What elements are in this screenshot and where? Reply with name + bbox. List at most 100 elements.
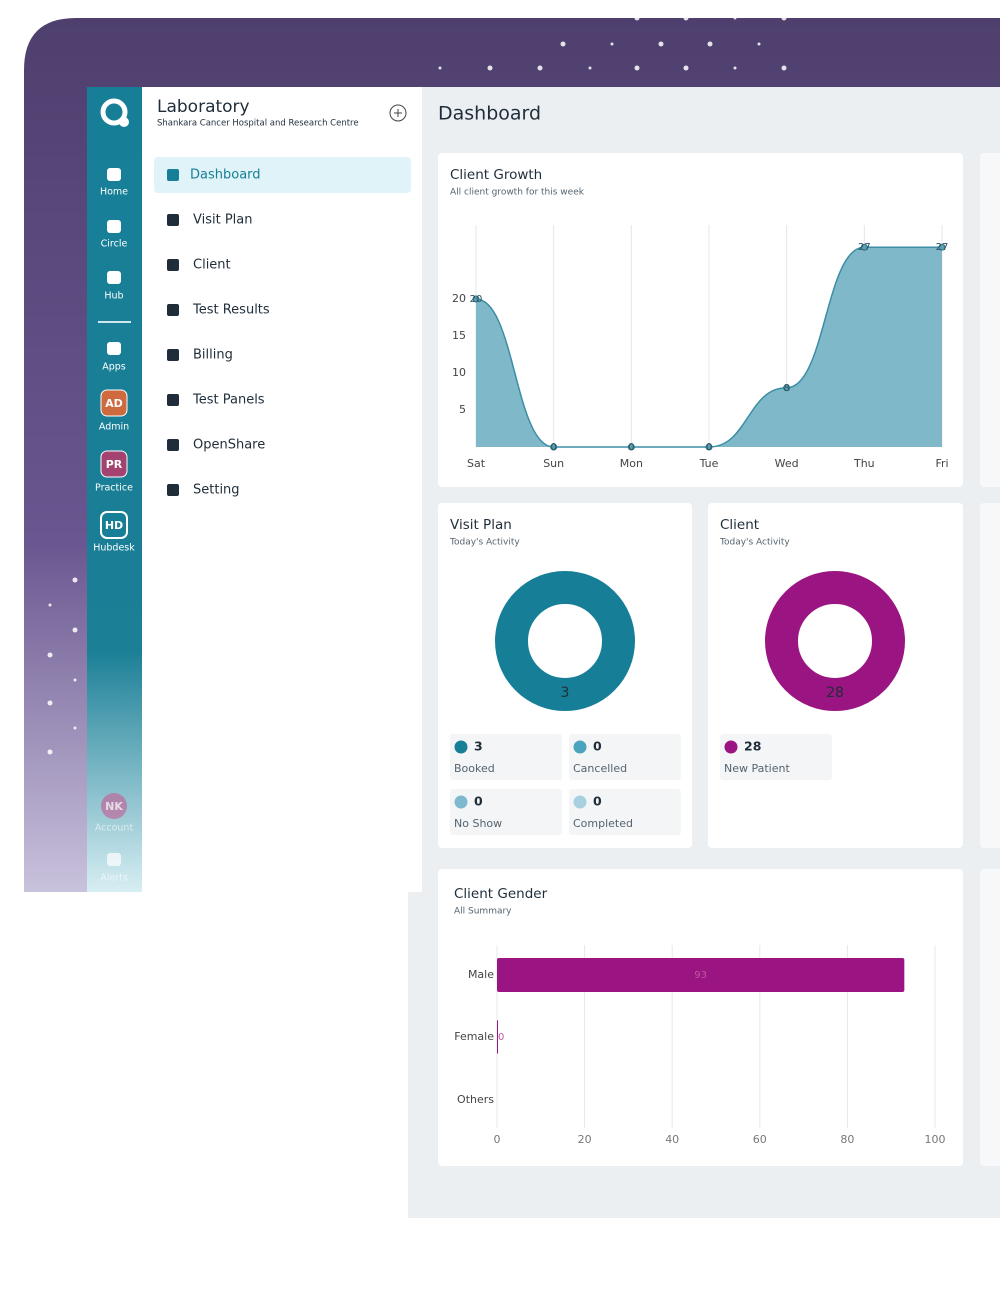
- x-tick-label: Wed: [775, 457, 799, 470]
- value-label: 93: [694, 970, 707, 981]
- x-tick-label: 100: [925, 1133, 946, 1146]
- legend-label: Cancelled: [573, 762, 627, 775]
- legend-dot: [573, 740, 587, 754]
- rail-badge-text: AD: [105, 397, 123, 410]
- nav-item[interactable]: Test Results: [192, 303, 270, 318]
- point: [705, 443, 713, 451]
- rail-label[interactable]: Alerts: [100, 873, 128, 884]
- nav-icon: [167, 439, 179, 451]
- donut-segment: [495, 571, 635, 712]
- legend-label: New Patient: [724, 762, 790, 775]
- dot: [683, 15, 689, 21]
- nav-item[interactable]: OpenShare: [193, 438, 265, 453]
- rail-label[interactable]: Home: [100, 187, 128, 198]
- rail-label[interactable]: Admin: [99, 422, 129, 433]
- add-button[interactable]: [389, 104, 407, 122]
- rail-icon: [107, 271, 121, 284]
- dot: [634, 65, 640, 71]
- nav-icon: [167, 259, 179, 271]
- logo: [119, 117, 129, 127]
- y-tick-label: 10: [452, 366, 466, 379]
- dot: [47, 652, 53, 658]
- rail-icon: [107, 853, 121, 866]
- x-tick-label: Thu: [853, 457, 875, 470]
- x-tick-label: Sun: [543, 457, 564, 470]
- rail-label[interactable]: Account: [95, 823, 134, 834]
- rail-icon: [107, 220, 121, 233]
- value-label: 27: [858, 242, 871, 253]
- dot: [438, 66, 442, 70]
- legend-value: 0: [474, 794, 483, 809]
- nav-item[interactable]: Setting: [193, 483, 240, 498]
- rail-label[interactable]: Practice: [95, 483, 133, 494]
- rail-badge: [100, 389, 128, 417]
- rail-badge: [100, 450, 128, 478]
- donut-label: 3: [561, 685, 570, 701]
- bar: [497, 958, 905, 992]
- y-tick-label: Others: [457, 1093, 494, 1106]
- rail-badge-text: HD: [105, 519, 123, 532]
- nav-icon: [167, 169, 179, 181]
- dot: [658, 41, 664, 47]
- dot: [537, 65, 543, 71]
- dot: [560, 41, 566, 47]
- value-label: 0: [550, 442, 556, 453]
- x-tick-label: 80: [840, 1133, 854, 1146]
- nav-icon: [167, 214, 179, 226]
- value-label: 0: [628, 442, 634, 453]
- dot: [47, 749, 53, 755]
- dot: [72, 627, 78, 633]
- card-partial: [980, 503, 1000, 848]
- rail-label[interactable]: Apps: [102, 362, 126, 373]
- nav-icon: [167, 349, 179, 361]
- dot: [73, 678, 77, 682]
- card-subtitle: Today's Activity: [719, 538, 790, 548]
- legend-value: 0: [593, 794, 602, 809]
- value-label: 27: [936, 242, 949, 253]
- nav-item[interactable]: Client: [193, 258, 231, 273]
- x-tick-label: Tue: [699, 457, 719, 470]
- dot: [733, 16, 737, 20]
- nav-active: [154, 157, 411, 193]
- nav-icon: [167, 394, 179, 406]
- legend-dot: [454, 795, 468, 809]
- dot: [634, 15, 640, 21]
- point: [938, 243, 946, 251]
- nav-item[interactable]: Billing: [193, 348, 233, 363]
- card-title: Client: [720, 517, 759, 533]
- legend-label: Booked: [454, 762, 495, 775]
- value-label: 8: [783, 383, 789, 394]
- dot: [781, 15, 787, 21]
- nav-item[interactable]: Test Panels: [192, 393, 265, 408]
- donut-label: 28: [826, 685, 844, 701]
- rail-label[interactable]: Hub: [104, 291, 123, 302]
- value-label: 20: [470, 294, 483, 305]
- nav-item[interactable]: Dashboard: [190, 168, 261, 183]
- value-label: 0: [706, 442, 712, 453]
- rail-label[interactable]: Hubdesk: [93, 543, 135, 554]
- y-tick-label: 15: [452, 329, 466, 342]
- app-subtitle: Shankara Cancer Hospital and Research Ce…: [157, 119, 359, 129]
- nav-panel: [142, 87, 422, 892]
- nav-item[interactable]: Visit Plan: [193, 213, 253, 228]
- card-subtitle: All client growth for this week: [450, 188, 585, 198]
- legend-box: [569, 734, 681, 780]
- dot: [47, 700, 53, 706]
- card-subtitle: All Summary: [454, 907, 512, 917]
- rail-badge: [100, 511, 128, 539]
- rail-badge: [101, 793, 127, 819]
- legend-box: [569, 789, 681, 835]
- card-partial: [980, 869, 1000, 1166]
- dot: [707, 41, 713, 47]
- point: [860, 243, 868, 251]
- rail-icon: [107, 342, 121, 355]
- legend-box: [450, 789, 562, 835]
- logo: [100, 98, 128, 126]
- point: [472, 295, 480, 303]
- dot: [610, 42, 614, 46]
- card: [708, 503, 963, 848]
- x-tick-label: 20: [578, 1133, 592, 1146]
- value-label: 0: [498, 1032, 504, 1043]
- rail-label[interactable]: Circle: [101, 239, 128, 250]
